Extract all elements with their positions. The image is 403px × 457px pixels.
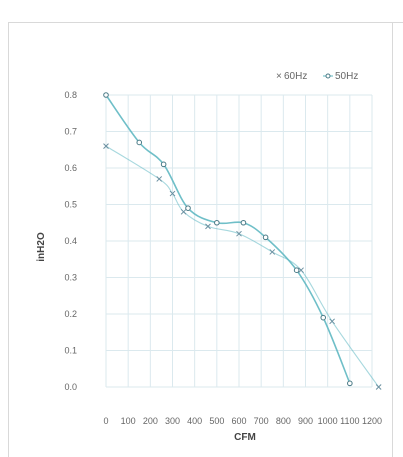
marker-stroke <box>236 230 242 237</box>
y-tick-label: 0.2 <box>64 309 77 319</box>
marker-stroke <box>375 384 382 390</box>
y-tick-label: 0.7 <box>64 127 77 137</box>
series-marker-circle <box>293 267 300 274</box>
series-marker-x <box>375 384 382 390</box>
y-axis-label: inH2O <box>36 232 47 262</box>
x-tick-label: 800 <box>276 416 291 426</box>
series-marker-circle <box>214 219 220 226</box>
x-axis-label: CFM <box>234 432 256 443</box>
marker-stroke <box>329 318 335 325</box>
legend-marker-x: × <box>276 71 282 82</box>
y-tick-label: 0.3 <box>64 273 77 283</box>
x-tick-label: 200 <box>143 416 158 426</box>
y-tick-label: 0.1 <box>64 346 77 356</box>
series-marker-x <box>329 318 335 325</box>
series-line-1 <box>105 94 351 384</box>
x-tick-label: 500 <box>209 416 224 426</box>
series-marker-x <box>103 143 109 149</box>
series-marker-x <box>298 267 304 274</box>
y-tick-label: 0.0 <box>64 382 77 392</box>
series-marker-circle <box>347 380 353 387</box>
series-marker-x <box>169 190 176 197</box>
y-tick-label: 0.6 <box>64 163 77 173</box>
x-tick-label: 0 <box>103 416 108 426</box>
panel-left-border <box>8 22 9 457</box>
series-lines <box>105 94 380 388</box>
series-marker-x <box>205 223 211 230</box>
legend-label: 60Hz <box>284 71 307 82</box>
panel-right-border <box>392 22 393 457</box>
x-tick-label: 1000 <box>318 416 338 426</box>
marker-stroke <box>156 176 163 182</box>
marker-stroke <box>298 267 304 274</box>
x-tick-label: 400 <box>187 416 202 426</box>
series-marker-circle <box>160 161 167 168</box>
series-marker-circle <box>185 205 191 211</box>
y-tick-label: 0.8 <box>64 90 77 100</box>
series-marker-x <box>156 176 163 182</box>
y-tick-labels: 0.0 0.1 0.2 0.3 0.4 0.5 0.6 0.7 0.8 <box>64 90 77 392</box>
series-marker-x <box>180 208 187 215</box>
marker-stroke <box>269 249 276 255</box>
series-marker-circle <box>320 314 327 321</box>
x-tick-label: 600 <box>231 416 246 426</box>
series-markers <box>103 92 382 390</box>
series-marker-x <box>236 230 242 237</box>
y-tick-label: 0.4 <box>64 236 77 246</box>
series-marker-circle <box>103 92 109 98</box>
series-marker-circle <box>262 234 269 241</box>
marker-stroke <box>180 208 187 215</box>
x-tick-label: 900 <box>298 416 313 426</box>
series-marker-circle <box>240 219 247 226</box>
legend: × 60Hz 50Hz <box>276 71 358 82</box>
y-tick-label: 0.5 <box>64 200 77 210</box>
marker-stroke <box>169 190 176 197</box>
grid <box>105 94 373 388</box>
legend-label: 50Hz <box>335 71 358 82</box>
marker-stroke <box>205 223 211 230</box>
series-line-0 <box>105 145 380 388</box>
x-tick-label: 1100 <box>340 416 359 426</box>
x-tick-labels: 0 100 200 300 400 500 600 700 800 900 1000 1100 1200 <box>103 416 382 426</box>
x-tick-label: 700 <box>254 416 269 426</box>
x-tick-label: 300 <box>165 416 180 426</box>
x-tick-label: 1200 <box>362 416 382 426</box>
panel-top-border <box>8 22 403 23</box>
series-marker-x <box>269 249 276 255</box>
series-marker-circle <box>136 139 143 146</box>
x-tick-label: 100 <box>121 416 136 426</box>
marker-stroke <box>103 143 109 149</box>
legend-marker-circle <box>325 73 331 79</box>
